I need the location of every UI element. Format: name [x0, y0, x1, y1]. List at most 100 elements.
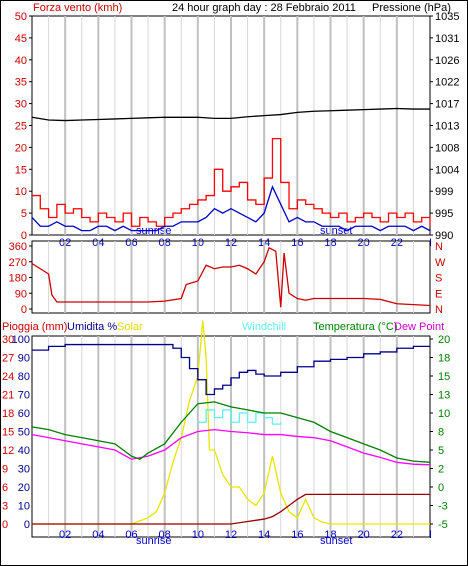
rain-tick-label: 27 [2, 353, 14, 365]
hour-tick-label: I [429, 237, 432, 249]
direction-tick-label: 270 [9, 257, 27, 269]
legend-dew-point: Dew Point [394, 321, 444, 333]
legend-solar: Solar [117, 321, 143, 333]
pressure-tick-label: 1017 [435, 99, 459, 111]
temp-tick-label: 20 [438, 334, 450, 346]
hour-tick-label: 22 [391, 529, 403, 541]
pressure-tick-label: 1022 [435, 77, 459, 89]
temp-tick-label: 15 [438, 371, 450, 383]
rain-line [32, 493, 430, 525]
rain-tick-label: 6 [2, 482, 8, 494]
direction-tick-label: 180 [9, 273, 27, 285]
pressure-tick-label: 1026 [435, 55, 459, 67]
temp-tick-label: 13 [438, 390, 450, 402]
multi-sensor-plot: 0 0 -5 3 10 -3 6 20 0 9 30 2 12 40 5 15 50 8 18 60 10 21 70 13 2… [2, 320, 450, 541]
wind-tick-label: 25 [15, 121, 27, 133]
temp-tick-label: -5 [438, 519, 448, 531]
rain-tick-label: 18 [2, 408, 14, 420]
pressure-tick-label: 999 [435, 186, 453, 198]
humidity-tick-label: 30 [18, 464, 30, 476]
wind-direction-line [31, 246, 431, 308]
legend-temperature: Temperatura (°C) [313, 321, 397, 333]
wind-tick-label: 45 [15, 33, 27, 45]
temp-tick-label: 8 [438, 427, 444, 439]
wind-tick-label: 5 [21, 208, 27, 220]
wind-direction-plot: 0 N 90 E 180 S 270 W 360 N [9, 241, 446, 316]
humidity-tick-label: 20 [18, 482, 30, 494]
temp-tick-label: 10 [438, 408, 450, 420]
humidity-tick-label: 50 [18, 427, 30, 439]
legend-rain: Pioggia (mm) [2, 321, 67, 333]
pressure-tick-label: 1013 [435, 121, 459, 133]
direction-tick-label: 0 [21, 304, 27, 316]
hour-tick-label: 14 [258, 529, 270, 541]
direction-tick-label: 90 [15, 288, 27, 300]
dew-point-line [31, 428, 431, 466]
temp-tick-label: 5 [438, 445, 444, 457]
compass-label: E [435, 288, 442, 300]
hour-tick-label: 10 [192, 529, 204, 541]
sunset-label: sunset [320, 225, 352, 237]
hour-tick-label: 04 [92, 529, 104, 541]
humidity-tick-label: 40 [18, 445, 30, 457]
pressure-axis-title: Pressione (hPa) [372, 2, 451, 14]
pressure-tick-label: 990 [435, 230, 453, 242]
wind-tick-label: 0 [21, 230, 27, 242]
pressure-tick-label: 995 [435, 208, 453, 220]
humidity-tick-label: 70 [18, 390, 30, 402]
humidity-tick-label: 90 [18, 353, 30, 365]
humidity-line [32, 343, 430, 396]
temp-tick-label: -3 [438, 501, 448, 513]
humidity-tick-label: 0 [24, 519, 30, 531]
wind-tick-label: 35 [15, 77, 27, 89]
hour-tick-label: 12 [225, 529, 237, 541]
rain-tick-label: 12 [2, 445, 14, 457]
hour-tick-label: 02 [59, 529, 71, 541]
compass-label: S [435, 273, 442, 285]
windchill-line [197, 409, 282, 425]
compass-label: N [435, 304, 443, 316]
hour-tick-label: 06 [125, 529, 137, 541]
humidity-tick-label: 10 [18, 501, 30, 513]
rain-tick-label: 3 [2, 501, 8, 513]
sunrise-label-lower: sunrise [136, 535, 171, 547]
wind-tick-label: 50 [15, 11, 27, 23]
hour-tick-label: 08 [159, 529, 171, 541]
wind-tick-label: 40 [15, 55, 27, 67]
humidity-tick-label: 100 [12, 334, 30, 346]
rain-tick-label: 21 [2, 390, 14, 402]
gust-line [32, 137, 431, 227]
wind-tick-label: 20 [15, 142, 27, 154]
rain-tick-label: 15 [2, 427, 14, 439]
rain-tick-label: 9 [2, 464, 8, 476]
temp-tick-label: 0 [438, 482, 444, 494]
chart-title: 24 hour graph day : 28 Febbraio 2011 [172, 2, 356, 14]
hour-tick-label: I [429, 529, 432, 541]
hour-tick-label: 16 [291, 529, 303, 541]
wind-tick-label: 10 [15, 186, 27, 198]
humidity-tick-label: 60 [18, 408, 30, 420]
wind-pressure-plot: 0 990 5 995 10 999 15 1004 20 1008 25 1013 30 1017 35 1… [15, 11, 460, 249]
wind-tick-label: 15 [15, 164, 27, 176]
rain-tick-label: 24 [2, 371, 14, 383]
hour-tick-label: 20 [358, 529, 370, 541]
temp-tick-label: 18 [438, 353, 450, 365]
rain-tick-label: 30 [2, 334, 14, 346]
pressure-line [31, 107, 430, 122]
pressure-tick-label: 1004 [435, 164, 459, 176]
sunset-label-lower: sunset [320, 535, 352, 547]
legend-windchill: Windchill [242, 321, 286, 333]
pressure-tick-label: 1008 [435, 142, 459, 154]
avg-wind-line [31, 185, 431, 232]
compass-label: W [435, 257, 446, 269]
wind-axis-title: Forza vento (kmh) [33, 2, 122, 14]
direction-tick-label: 360 [9, 241, 27, 253]
pressure-tick-label: 1035 [435, 11, 459, 23]
hour-tick-label: 18 [324, 529, 336, 541]
legend-humidity: Umidita % [67, 321, 117, 333]
temperature-line [31, 401, 431, 463]
temp-tick-label: 2 [438, 464, 444, 476]
compass-label: N [435, 241, 443, 253]
